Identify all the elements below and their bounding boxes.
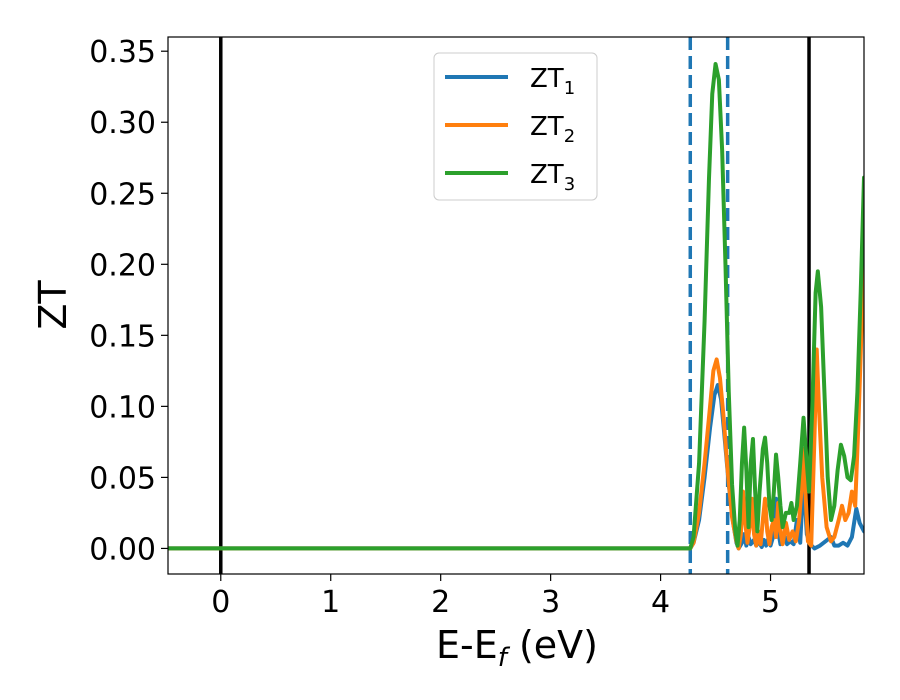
- y-tick-label: 0.00: [89, 532, 156, 567]
- series-layer: [168, 61, 864, 551]
- y-tick-label: 0.20: [89, 248, 156, 283]
- x-tick-label: 2: [431, 585, 450, 620]
- legend-label-1: ZT1: [530, 64, 575, 99]
- y-tick-label: 0.10: [89, 390, 156, 425]
- y-tick-label: 0.15: [89, 319, 156, 354]
- y-axis: 0.00 0.05 0.10 0.15 0.20 0.25 0.30 0.35: [89, 35, 168, 567]
- x-tick-label: 1: [321, 585, 340, 620]
- legend-label-3: ZT3: [530, 160, 575, 195]
- x-label-unit: (eV): [507, 623, 598, 667]
- x-tick-label: 3: [541, 585, 560, 620]
- y-tick-label: 0.30: [89, 106, 156, 141]
- x-axis-label: E-Ef (eV): [436, 623, 598, 673]
- plot-frame: [167, 36, 865, 575]
- legend: ZT1 ZT2 ZT3: [433, 52, 598, 201]
- x-tick-label: 4: [651, 585, 670, 620]
- x-axis: 0 1 2 3 4 5: [211, 574, 780, 620]
- x-tick-label: 5: [761, 585, 780, 620]
- x-tick-label: 0: [211, 585, 230, 620]
- y-tick-label: 0.35: [89, 35, 156, 70]
- legend-label-2: ZT2: [530, 112, 575, 147]
- x-label-main: E-E: [436, 623, 498, 667]
- legend-box: [433, 52, 598, 201]
- series-line-3: [168, 61, 864, 551]
- y-tick-label: 0.25: [89, 177, 156, 212]
- y-axis-label: ZT: [31, 280, 75, 330]
- y-tick-label: 0.05: [89, 461, 156, 496]
- series-line-2: [168, 262, 864, 551]
